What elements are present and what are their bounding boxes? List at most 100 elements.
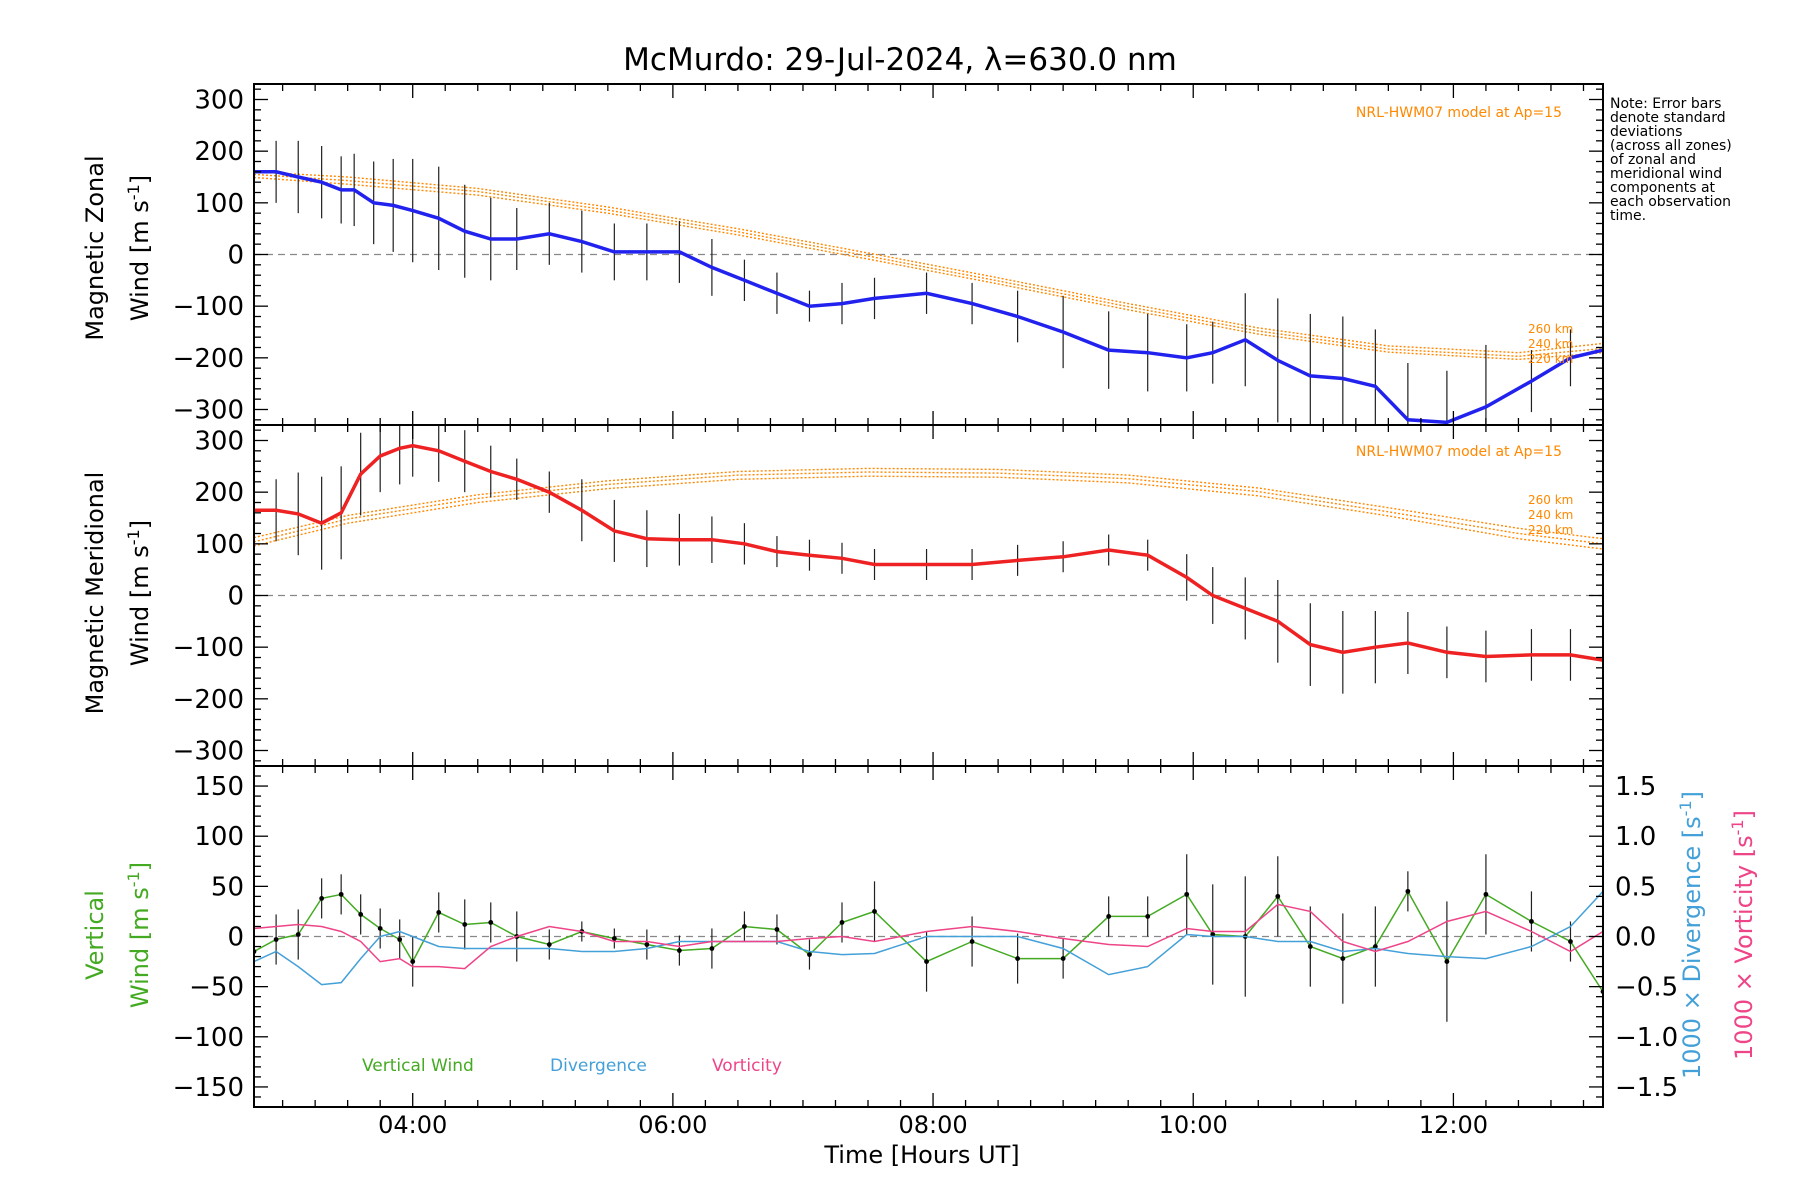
note-line: deviations <box>1610 124 1682 140</box>
vertical-ytick-label: −100 <box>173 1023 244 1053</box>
vertical-ylabel-top: Vertical <box>81 890 109 980</box>
meridional-model-alt-label: 240 km <box>1528 508 1573 522</box>
x-tick-label: 08:00 <box>898 1111 967 1139</box>
vertical-wind-point <box>319 895 325 901</box>
vertical-y2tick-label: 0.5 <box>1615 872 1656 902</box>
vertical-wind-point <box>358 912 364 917</box>
vertical-wind-point <box>462 922 468 927</box>
vertical-ytick-label: 50 <box>211 872 244 902</box>
meridional-ytick-label: 300 <box>194 427 244 457</box>
vertical-wind-point <box>839 920 845 925</box>
vertical-wind-point <box>1307 944 1313 949</box>
note-line: (across all zones) <box>1610 138 1732 154</box>
zonal-model-alt-label: 220 km <box>1528 352 1573 366</box>
note-line: of zonal and <box>1610 152 1696 168</box>
meridional-plot-area <box>254 425 1603 712</box>
zonal-ytick-label: 300 <box>194 86 244 116</box>
vertical-ytick-label: 0 <box>227 923 244 953</box>
vertical-wind-point <box>1483 891 1489 897</box>
meridional-ytick-label: 100 <box>194 530 244 560</box>
vertical-wind-point <box>807 952 812 957</box>
zonal-model-alt-label: 260 km <box>1528 322 1573 336</box>
vertical-wind-point <box>969 939 975 944</box>
meridional-ylabel-sup: -1 <box>124 529 143 545</box>
vertical-wind-point <box>1015 956 1021 961</box>
zonal-ytick-label: −100 <box>173 292 244 322</box>
vertical-wind-point <box>273 937 279 942</box>
vertical-ylabel-text: Wind [m s <box>126 887 154 1008</box>
zonal-ytick-label: 0 <box>227 241 244 271</box>
vertical-panel: 150 100 50 0 −50 −100 −150 1.5 1.0 0.5 0.0 −0.5 −1.0… <box>173 765 1678 1108</box>
vertical-wind-point <box>676 948 682 953</box>
vertical-wind-point <box>338 891 344 897</box>
meridional-ylabel-close: ] <box>126 520 154 529</box>
vorticity-ylabel: 1000 × Vorticity [s-1] <box>1728 810 1758 1060</box>
meridional-model-240-km <box>254 471 1603 545</box>
vertical-wind-point <box>397 937 403 942</box>
vertical-y2tick-label: 1.5 <box>1615 772 1656 802</box>
x-tick-label: 12:00 <box>1419 1111 1488 1139</box>
vertical-plot-area <box>254 854 1603 1022</box>
vertical-y2tick-label: 0.0 <box>1615 923 1656 953</box>
zonal-ylabel-sup: -1 <box>124 184 143 200</box>
vertical-ytick-label: −50 <box>189 973 244 1003</box>
note-line: meridional wind <box>1610 166 1722 182</box>
vertical-wind-point <box>644 942 650 947</box>
vertical-wind-point <box>709 946 715 951</box>
vertical-wind-point <box>872 909 877 914</box>
legend-divergence: Divergence <box>550 1056 647 1076</box>
vertical-ytick-label: 150 <box>194 772 244 802</box>
zonal-ytick-label: 100 <box>194 189 244 219</box>
vertical-ytick-label: −150 <box>173 1073 244 1103</box>
vertical-wind-point <box>377 926 383 931</box>
vertical-wind-point <box>611 936 617 941</box>
vertical-ytick-label: 100 <box>194 822 244 852</box>
x-axis-label: Time [Hours UT] <box>823 1141 1019 1169</box>
vertical-wind-point <box>924 959 929 964</box>
note-line: Note: Error bars <box>1610 96 1721 112</box>
zonal-plot-area <box>254 140 1603 425</box>
vertical-wind-line <box>254 889 1603 993</box>
zonal-ylabel-text: Wind [m s <box>126 200 154 321</box>
meridional-model-alt-label: 220 km <box>1528 523 1573 537</box>
vertical-wind-point <box>1106 914 1112 919</box>
vertical-wind-point <box>1405 888 1411 894</box>
vertical-wind-point <box>546 942 552 947</box>
zonal-ytick-label: 200 <box>194 137 244 167</box>
meridional-model-260-km <box>254 467 1603 540</box>
x-tick-label: 04:00 <box>378 1111 447 1139</box>
vertical-wind-point <box>1275 893 1281 899</box>
vorticity-ylabel-text: 1000 × Vorticity [s <box>1730 835 1758 1060</box>
zonal-model-220-km <box>254 176 1603 361</box>
vertical-ylabel-bottom: Wind [m s-1] <box>124 862 154 1008</box>
note-line: components at <box>1610 180 1716 196</box>
legend-vertical-wind: Vertical Wind <box>362 1056 474 1076</box>
zonal-ytick-label: −200 <box>173 344 244 374</box>
x-tick-label: 06:00 <box>638 1111 707 1139</box>
zonal-ytick-label: −300 <box>173 396 244 426</box>
vertical-wind-point <box>1529 919 1534 924</box>
meridional-model-220-km <box>254 475 1603 550</box>
divergence-ylabel: 1000 × Divergence [s-1] <box>1676 791 1706 1079</box>
zonal-model-alt-label: 240 km <box>1528 337 1573 351</box>
vertical-ylabel-sup: -1 <box>124 871 143 887</box>
zonal-ylabel-top: Magnetic Zonal <box>81 155 109 340</box>
vertical-y2tick-label: −1.0 <box>1615 1023 1678 1053</box>
vertical-y2tick-label: −1.5 <box>1615 1073 1678 1103</box>
vertical-ylabel-close: ] <box>126 862 154 871</box>
vertical-wind-point <box>1372 944 1378 949</box>
divergence-line <box>254 890 1603 986</box>
zonal-model-label: NRL-HWM07 model at Ap=15 <box>1356 105 1562 121</box>
vertical-wind-point <box>295 932 301 937</box>
chart-title: McMurdo: 29-Jul-2024, λ=630.0 nm <box>623 42 1177 78</box>
zonal-wind-line <box>254 170 1603 425</box>
note-line: time. <box>1610 208 1646 224</box>
legend-vorticity: Vorticity <box>712 1056 782 1076</box>
vorticity-ylabel-sup: -1 <box>1728 819 1747 835</box>
note-line: denote standard <box>1610 110 1726 126</box>
meridional-ylabel-top: Magnetic Meridional <box>81 472 109 715</box>
divergence-ylabel-close: ] <box>1678 791 1706 800</box>
meridional-ylabel-text: Wind [m s <box>126 545 154 666</box>
